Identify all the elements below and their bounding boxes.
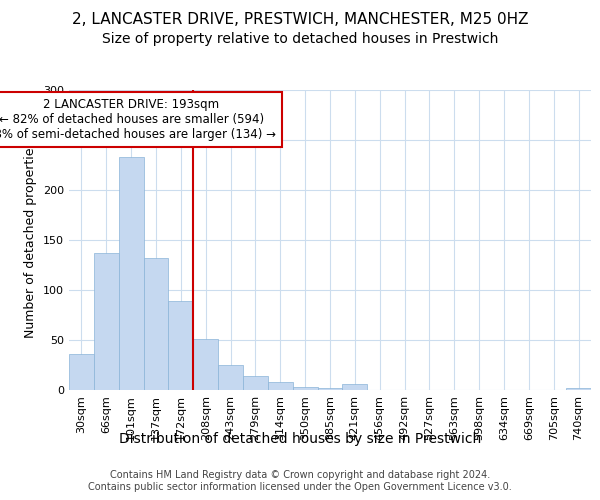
Bar [69, 354, 94, 390]
Bar [566, 388, 591, 390]
Bar [317, 388, 343, 390]
Bar [293, 387, 317, 390]
Bar [268, 382, 293, 390]
Bar [193, 339, 218, 390]
Text: 2 LANCASTER DRIVE: 193sqm
← 82% of detached houses are smaller (594)
18% of semi: 2 LANCASTER DRIVE: 193sqm ← 82% of detac… [0, 98, 275, 141]
Bar [143, 258, 169, 390]
Text: Distribution of detached houses by size in Prestwich: Distribution of detached houses by size … [119, 432, 481, 446]
Bar [243, 376, 268, 390]
Text: Contains public sector information licensed under the Open Government Licence v3: Contains public sector information licen… [88, 482, 512, 492]
Bar [119, 157, 143, 390]
Text: Contains HM Land Registry data © Crown copyright and database right 2024.: Contains HM Land Registry data © Crown c… [110, 470, 490, 480]
Text: Size of property relative to detached houses in Prestwich: Size of property relative to detached ho… [102, 32, 498, 46]
Bar [94, 253, 119, 390]
Y-axis label: Number of detached properties: Number of detached properties [25, 142, 37, 338]
Bar [169, 301, 193, 390]
Text: 2, LANCASTER DRIVE, PRESTWICH, MANCHESTER, M25 0HZ: 2, LANCASTER DRIVE, PRESTWICH, MANCHESTE… [72, 12, 528, 28]
Bar [343, 384, 367, 390]
Bar [218, 365, 243, 390]
